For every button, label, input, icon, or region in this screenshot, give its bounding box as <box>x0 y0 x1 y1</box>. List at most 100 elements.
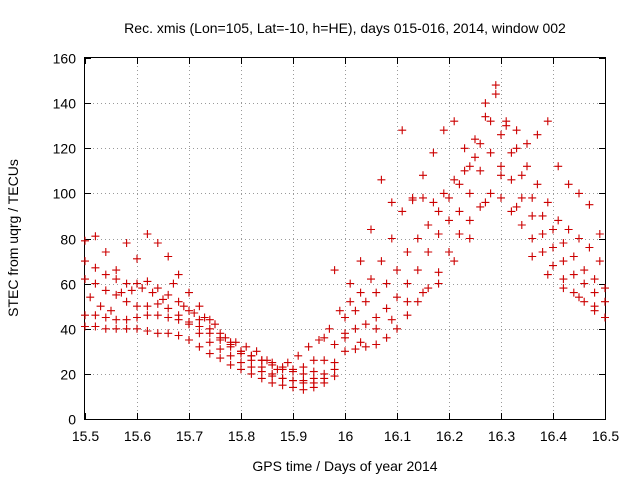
data-point <box>211 320 219 329</box>
data-point <box>507 148 516 157</box>
data-point <box>413 234 422 243</box>
data-point <box>320 333 329 342</box>
data-point <box>460 166 469 175</box>
data-point <box>195 322 204 331</box>
data-point <box>216 329 225 338</box>
data-point <box>195 342 204 351</box>
x-axis-label: GPS time / Days of year 2014 <box>252 458 437 474</box>
data-point <box>153 299 162 308</box>
data-point <box>304 342 313 351</box>
data-point <box>289 383 297 392</box>
data-point <box>424 284 433 293</box>
y-tick-label: 60 <box>60 277 76 293</box>
data-point <box>226 360 235 369</box>
data-point <box>195 302 204 311</box>
data-point <box>96 302 105 311</box>
data-point <box>195 329 204 338</box>
data-point <box>309 374 318 383</box>
data-point <box>91 322 100 331</box>
data-point <box>252 347 261 356</box>
data-point <box>507 207 516 216</box>
y-tick-label: 140 <box>53 96 77 112</box>
data-point <box>81 311 89 320</box>
data-point <box>361 297 370 306</box>
data-point <box>320 356 329 365</box>
data-point <box>143 311 152 320</box>
data-point <box>549 225 557 234</box>
data-point <box>393 293 401 302</box>
data-point <box>367 225 375 234</box>
y-tick-label: 160 <box>53 51 77 67</box>
data-point <box>445 248 453 256</box>
data-point <box>138 284 147 293</box>
data-point <box>585 243 594 252</box>
data-point <box>595 257 604 266</box>
data-point <box>361 320 370 329</box>
data-point <box>101 313 110 322</box>
data-point <box>398 126 407 135</box>
data-point <box>299 363 308 372</box>
data-point <box>247 351 256 360</box>
data-point <box>590 275 599 284</box>
data-point <box>517 193 526 202</box>
data-point <box>122 315 131 324</box>
data-point <box>330 365 339 374</box>
data-point <box>533 130 542 139</box>
x-tick-label: 16.2 <box>436 428 463 444</box>
data-point <box>112 324 121 333</box>
data-point <box>101 248 110 256</box>
data-point <box>330 340 339 349</box>
data-point <box>434 268 443 277</box>
data-point <box>580 266 589 275</box>
data-point <box>122 239 131 247</box>
data-point <box>486 148 495 157</box>
data-point <box>559 257 568 266</box>
data-point <box>164 313 173 322</box>
data-point <box>101 286 110 295</box>
data-point <box>205 338 214 347</box>
data-point <box>575 293 583 302</box>
data-point <box>450 175 459 184</box>
data-point <box>226 351 235 360</box>
data-point <box>112 290 121 299</box>
chart-title: Rec. xmis (Lon=105, Lat=-10, h=HE), days… <box>124 20 566 36</box>
data-point <box>559 284 568 293</box>
data-point <box>590 288 599 297</box>
data-point <box>564 225 573 234</box>
data-point <box>408 193 417 202</box>
data-point <box>372 324 381 333</box>
data-point <box>533 180 542 189</box>
data-point <box>434 279 443 288</box>
data-point <box>107 306 115 315</box>
data-point <box>148 288 157 297</box>
data-point <box>330 372 339 381</box>
data-point <box>372 288 381 297</box>
data-point <box>143 327 152 335</box>
data-point <box>569 252 578 261</box>
data-point <box>101 270 110 279</box>
data-point <box>356 257 365 266</box>
data-point <box>101 324 110 333</box>
data-point <box>580 297 589 306</box>
data-point <box>335 306 344 315</box>
data-point <box>81 257 89 266</box>
data-point <box>419 288 427 297</box>
data-point <box>174 331 183 340</box>
data-point <box>564 180 573 189</box>
data-point <box>289 376 297 385</box>
data-point <box>460 144 469 153</box>
x-tick-label: 16.3 <box>488 428 515 444</box>
data-point <box>424 221 433 229</box>
data-point <box>595 230 604 238</box>
data-point <box>237 347 245 356</box>
y-axis-label: STEC from uqrg / TECUs <box>5 159 21 317</box>
axis-ticks: 15.5 15.6 15.7 15.8 15.9 16 16.1 16.2 16.3 16.4 16… <box>53 51 620 445</box>
data-points <box>81 81 609 394</box>
data-point <box>543 198 552 207</box>
data-point <box>242 342 251 351</box>
data-point <box>413 297 422 306</box>
data-point <box>86 293 95 302</box>
data-point <box>497 193 505 202</box>
data-point <box>465 234 474 243</box>
data-point <box>419 193 427 202</box>
